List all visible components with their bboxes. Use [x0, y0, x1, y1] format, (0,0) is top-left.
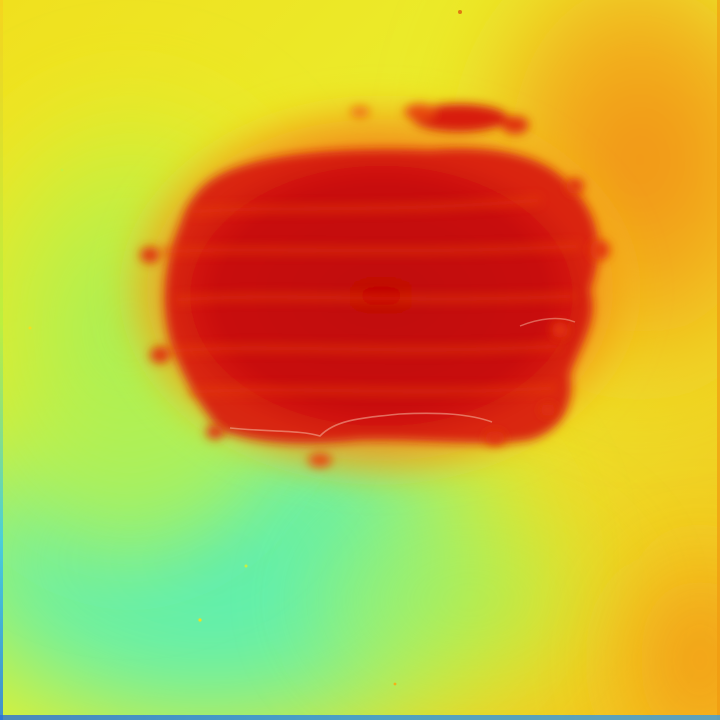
contour-trace-2	[519, 317, 576, 327]
right-edge-strip	[717, 0, 720, 720]
streak-bands	[159, 196, 581, 396]
green-lower-right	[290, 480, 650, 720]
bottom-edge-strip	[0, 715, 720, 720]
upper-hot-fringe	[140, 104, 610, 467]
left-edge-strip	[0, 0, 3, 720]
contour-trace	[229, 412, 493, 437]
speckles	[28, 10, 462, 686]
warm-lower-right	[590, 520, 720, 720]
